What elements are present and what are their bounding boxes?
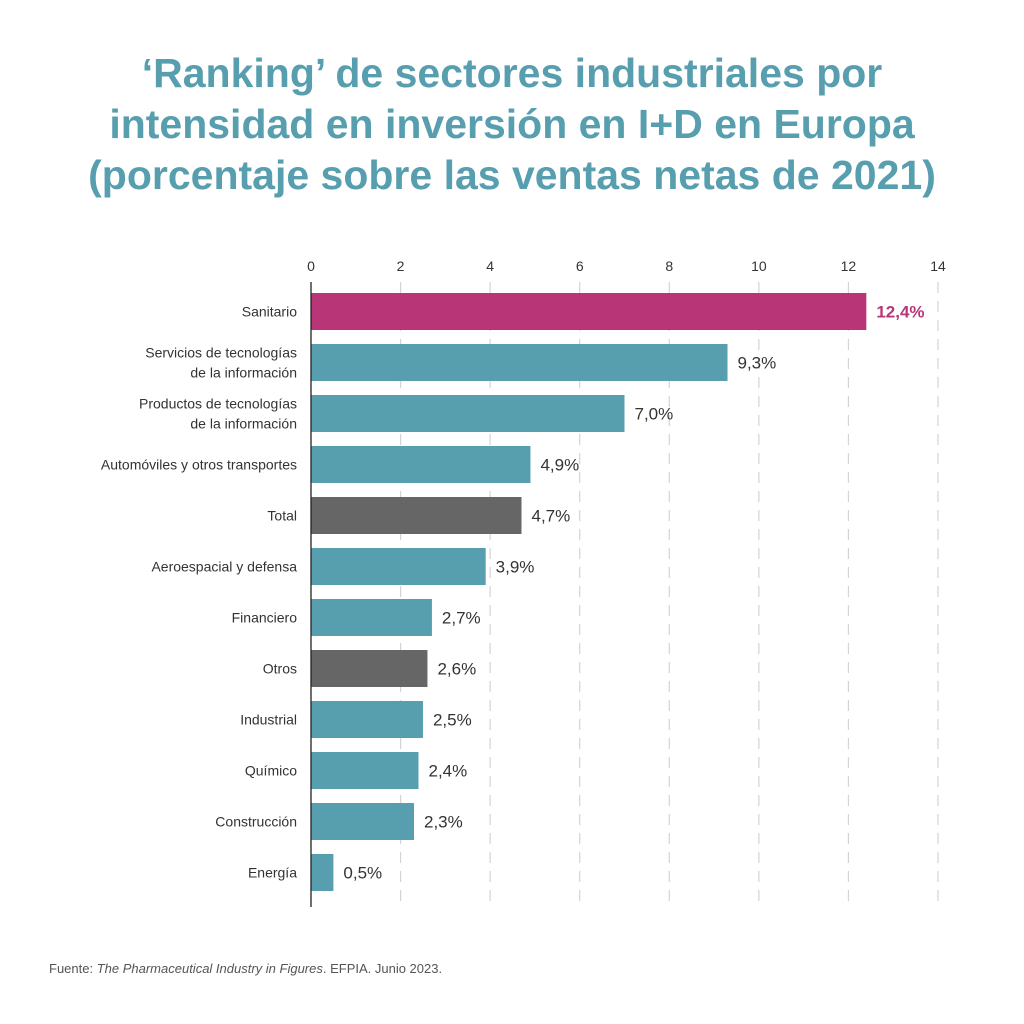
category-label: de la información [190,365,297,381]
category-label: Automóviles y otros transportes [101,457,297,473]
value-label: 2,6% [437,660,476,679]
footer-source-title: The Pharmaceutical Industry in Figures [96,961,323,976]
bar [311,395,625,432]
bar [311,548,486,585]
source-footer: Fuente: The Pharmaceutical Industry in F… [49,961,442,976]
x-tick-label: 8 [665,258,673,274]
bar [311,854,334,891]
value-label: 3,9% [496,558,535,577]
x-tick-label: 6 [576,258,584,274]
x-tick-label: 0 [307,258,315,274]
x-tick-label: 10 [751,258,767,274]
x-tick-label: 12 [841,258,857,274]
value-label: 4,7% [531,507,570,526]
bar [311,701,423,738]
bar [311,497,522,534]
footer-prefix: Fuente: [49,961,97,976]
value-label: 12,4% [876,303,924,322]
category-label: Productos de tecnologías [139,396,297,412]
bar [311,752,419,789]
chart-title: ‘Ranking’ de sectores industriales por i… [40,48,984,201]
bar [311,446,531,483]
value-label: 4,9% [540,456,579,475]
bar [311,293,867,330]
title-line-3: (porcentaje sobre las ventas netas de 20… [88,152,936,198]
category-label: Financiero [232,610,298,626]
category-label: Energía [248,865,297,881]
category-label: de la información [190,416,297,432]
category-label: Industrial [240,712,297,728]
category-label: Químico [245,763,297,779]
value-label: 2,3% [424,813,463,832]
footer-suffix: . EFPIA. Junio 2023. [322,961,443,976]
category-label: Otros [263,661,297,677]
value-label: 2,7% [442,609,481,628]
value-label: 9,3% [738,354,777,373]
bar [311,599,432,636]
x-tick-label: 4 [486,258,494,274]
bar [311,803,415,840]
value-label: 0,5% [343,864,382,883]
title-line-1: ‘Ranking’ de sectores industriales por [141,50,883,96]
category-label: Servicios de tecnologías [145,345,297,361]
value-label: 2,5% [433,711,472,730]
bar [311,344,728,381]
value-label: 2,4% [428,762,467,781]
category-label: Construcción [215,814,297,830]
title-line-2: intensidad en inversión en I+D en Europa [109,101,915,147]
category-label: Aeroespacial y defensa [151,559,297,575]
category-label: Total [267,508,297,524]
category-label: Sanitario [242,304,297,320]
value-label: 7,0% [635,405,674,424]
x-tick-label: 14 [930,258,946,274]
x-tick-label: 2 [397,258,405,274]
bar [311,650,428,687]
